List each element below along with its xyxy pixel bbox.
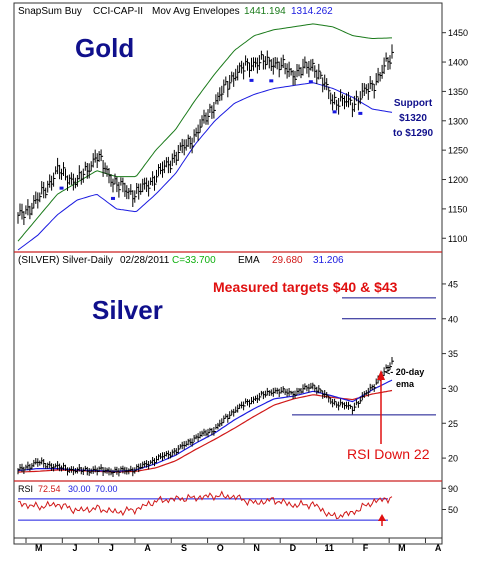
x-tick-label: M <box>35 543 43 553</box>
ema-arrow-head <box>377 370 385 380</box>
targets-note: Measured targets $40 & $43 <box>213 279 398 295</box>
silver-info-ema-label: EMA <box>238 255 260 266</box>
buy-signal-marker <box>110 196 115 200</box>
rsi-lower: 30.00 <box>68 484 91 494</box>
silver-info-ema1: 29.680 <box>272 255 303 266</box>
gold-title: Gold <box>75 33 134 63</box>
gold-price-bars <box>17 44 394 225</box>
x-tick-label: J <box>73 543 78 553</box>
x-tick-label: 11 <box>324 543 334 553</box>
silver-info-symbol: (SILVER) Silver-Daily <box>18 255 113 266</box>
gold-y-tick-label: 1450 <box>448 28 468 38</box>
silver-panel: 20 25 30 35 40 45 <box>17 279 458 477</box>
silver-y-tick-label: 25 <box>448 419 458 429</box>
gold-y-tick-label: 1350 <box>448 87 468 97</box>
rsi-panel: 50 90 <box>17 484 458 526</box>
silver-y-tick-label: 40 <box>448 314 458 324</box>
silver-title: Silver <box>92 295 163 325</box>
silver-y-tick-label: 20 <box>448 454 458 464</box>
rsi-y-tick-label: 90 <box>448 484 458 494</box>
silver-price-bars <box>17 357 394 477</box>
support-line2: $1320 <box>399 113 427 124</box>
buy-signal-marker <box>308 80 313 84</box>
support-line3: to $1290 <box>393 128 433 139</box>
gold-y-tick-label: 1150 <box>448 204 467 214</box>
gold-y-tick-label: 1100 <box>448 234 467 244</box>
rsi-note: RSI Down 22 <box>347 446 430 462</box>
rsi-arrow-head <box>378 514 386 521</box>
support-line1: Support <box>394 98 433 109</box>
silver-y-tick-label: 30 <box>448 384 458 394</box>
buy-signal-marker <box>358 111 363 115</box>
header-source: SnapSum Buy <box>18 6 82 17</box>
gold-y-tick-label: 1250 <box>448 146 468 156</box>
x-tick-label: A <box>144 543 151 553</box>
header-env-upper: 1441.194 <box>244 6 286 17</box>
silver-info-ema2: 31.206 <box>313 255 344 266</box>
buy-signal-marker <box>249 78 254 82</box>
rsi-y-tick-label: 50 <box>448 505 458 515</box>
silver-y-tick-label: 45 <box>448 279 458 289</box>
rsi-label: RSI <box>18 484 33 494</box>
gold-y-tick-label: 1400 <box>448 58 468 68</box>
silver-info-date: 02/28/2011 <box>120 255 170 266</box>
axes: M J J A S O N D 11 F M A <box>25 538 442 553</box>
gold-y-tick-label: 1200 <box>448 175 468 185</box>
gold-panel: 1100 1150 1200 1250 1300 1350 1400 1450 <box>17 23 468 251</box>
gold-y-tick-label: 1300 <box>448 116 468 126</box>
ema-fast-line <box>17 379 393 472</box>
outer-frame <box>13 2 443 545</box>
buy-signal-marker <box>59 186 64 190</box>
buy-signal-marker <box>269 79 274 83</box>
header-overlay: Mov Avg Envelopes <box>152 6 240 17</box>
header-indicator: CCI-CAP-II <box>93 6 143 17</box>
x-tick-label: J <box>109 543 114 553</box>
silver-y-tick-label: 35 <box>448 349 458 359</box>
envelope-lower-line <box>17 82 393 251</box>
envelope-upper-line <box>17 23 392 242</box>
ema-note-line1: <- 20-day <box>385 367 424 377</box>
rsi-line <box>17 490 393 520</box>
ema-slow-line <box>18 389 393 473</box>
rsi-value: 72.54 <box>38 484 61 494</box>
x-tick-label: F <box>363 543 369 553</box>
x-tick-label: S <box>181 543 187 553</box>
buy-signal-marker <box>332 110 337 114</box>
x-tick-label: O <box>217 543 224 553</box>
silver-info-close: C=33.700 <box>172 255 216 266</box>
ema-note-line2: ema <box>396 379 415 389</box>
x-tick-label: M <box>398 543 406 553</box>
rsi-upper: 70.00 <box>95 484 118 494</box>
x-tick-label: D <box>290 543 297 553</box>
header-env-lower: 1314.262 <box>291 6 333 17</box>
x-tick-label: N <box>253 543 260 553</box>
x-tick-label: A <box>435 543 442 553</box>
